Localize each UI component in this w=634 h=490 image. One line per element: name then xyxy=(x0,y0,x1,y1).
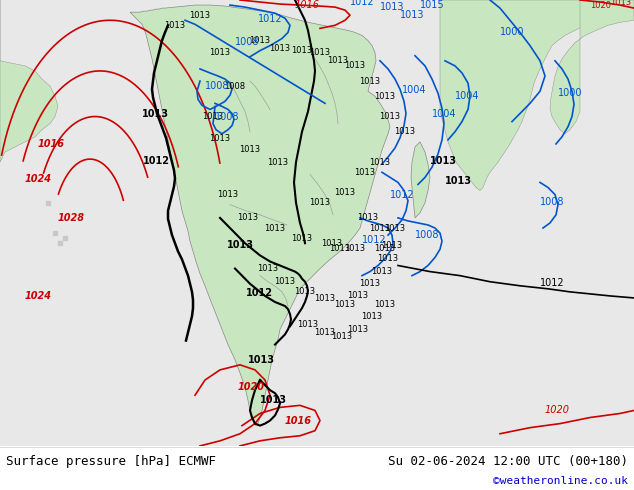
Text: 1013: 1013 xyxy=(292,46,313,55)
Text: 1013: 1013 xyxy=(382,241,403,250)
Text: 1013: 1013 xyxy=(344,61,366,71)
Text: Surface pressure [hPa] ECMWF: Surface pressure [hPa] ECMWF xyxy=(6,455,216,468)
Text: 1028: 1028 xyxy=(58,213,85,223)
Text: 1013: 1013 xyxy=(347,292,368,300)
Text: 1013: 1013 xyxy=(445,176,472,186)
Text: 1013: 1013 xyxy=(375,244,396,253)
Text: 1013: 1013 xyxy=(190,11,210,20)
Text: 1013: 1013 xyxy=(358,213,378,222)
Text: 1008: 1008 xyxy=(540,196,564,207)
Text: 1013: 1013 xyxy=(354,168,375,177)
Text: 1013: 1013 xyxy=(335,188,356,197)
Text: 1013: 1013 xyxy=(209,48,231,57)
Text: 1013: 1013 xyxy=(370,223,391,233)
Text: 1013: 1013 xyxy=(347,325,368,334)
Text: 1015: 1015 xyxy=(420,0,444,10)
Text: 1012: 1012 xyxy=(246,288,273,298)
Text: 1013: 1013 xyxy=(314,328,335,337)
Text: 1013: 1013 xyxy=(379,112,401,121)
Text: 1008: 1008 xyxy=(235,37,259,47)
Text: 1013: 1013 xyxy=(384,223,406,233)
Text: 1013: 1013 xyxy=(240,146,261,154)
Text: 1020: 1020 xyxy=(545,405,570,416)
Text: 1016: 1016 xyxy=(38,139,65,149)
Text: 1013: 1013 xyxy=(372,267,392,276)
Text: 1012: 1012 xyxy=(258,14,283,24)
Text: 1013: 1013 xyxy=(264,223,285,233)
Text: 1013: 1013 xyxy=(217,190,238,199)
Text: 1004: 1004 xyxy=(455,91,479,101)
Text: 1016: 1016 xyxy=(295,0,320,10)
Text: 1013: 1013 xyxy=(292,234,313,243)
Text: 1020: 1020 xyxy=(590,1,611,10)
Text: 1013: 1013 xyxy=(377,254,399,263)
Text: 1013: 1013 xyxy=(309,48,330,57)
Text: 1008: 1008 xyxy=(224,82,245,91)
Text: 1013: 1013 xyxy=(314,294,335,303)
Text: 1012: 1012 xyxy=(540,278,565,288)
Polygon shape xyxy=(440,0,634,191)
Text: 1012: 1012 xyxy=(390,190,415,199)
Text: 1013: 1013 xyxy=(610,0,631,7)
Text: 1004: 1004 xyxy=(432,109,456,119)
Text: 1013: 1013 xyxy=(294,287,316,296)
Text: 1013: 1013 xyxy=(202,112,224,121)
Text: 1013: 1013 xyxy=(370,158,391,167)
Text: 1008: 1008 xyxy=(205,81,230,91)
Text: 1013: 1013 xyxy=(430,156,457,166)
Text: 1013: 1013 xyxy=(344,244,366,253)
Text: 1008: 1008 xyxy=(415,230,439,240)
Polygon shape xyxy=(411,142,430,218)
Text: 1013: 1013 xyxy=(309,198,330,207)
Polygon shape xyxy=(0,0,58,162)
Text: 1013: 1013 xyxy=(330,244,351,253)
Polygon shape xyxy=(130,5,390,426)
Text: 1013: 1013 xyxy=(400,10,425,20)
Text: ©weatheronline.co.uk: ©weatheronline.co.uk xyxy=(493,476,628,486)
Text: 1016: 1016 xyxy=(285,416,312,426)
Text: 1024: 1024 xyxy=(25,174,52,184)
Text: 1013: 1013 xyxy=(375,92,396,101)
Text: 1013: 1013 xyxy=(380,2,404,12)
Text: 1013: 1013 xyxy=(209,134,231,144)
Text: 1012: 1012 xyxy=(362,235,387,245)
Text: 1013: 1013 xyxy=(227,240,254,250)
Text: 1013: 1013 xyxy=(268,158,288,167)
Text: 1013: 1013 xyxy=(257,264,278,273)
Text: 1013: 1013 xyxy=(142,109,169,119)
Text: 1013: 1013 xyxy=(327,56,349,65)
Text: 1013: 1013 xyxy=(359,76,380,86)
Text: 1013: 1013 xyxy=(375,299,396,309)
Text: 1013: 1013 xyxy=(269,44,290,53)
Text: 1000: 1000 xyxy=(558,88,583,98)
Text: 1013: 1013 xyxy=(275,277,295,286)
Text: 1012: 1012 xyxy=(350,0,375,7)
Text: 1013: 1013 xyxy=(361,312,382,320)
Text: 1013: 1013 xyxy=(332,332,353,341)
Text: Su 02-06-2024 12:00 UTC (00+180): Su 02-06-2024 12:00 UTC (00+180) xyxy=(387,455,628,468)
Text: 1013: 1013 xyxy=(321,239,342,248)
Text: 1013: 1013 xyxy=(359,279,380,288)
Polygon shape xyxy=(550,0,634,134)
Text: 1013: 1013 xyxy=(238,213,259,222)
Text: 1000: 1000 xyxy=(500,27,524,37)
Text: 1024: 1024 xyxy=(25,291,52,301)
Text: 1012: 1012 xyxy=(143,156,170,166)
Text: 1013: 1013 xyxy=(260,395,287,405)
Text: 1020: 1020 xyxy=(238,382,265,392)
Text: 1013: 1013 xyxy=(248,355,275,365)
Text: 1008: 1008 xyxy=(215,112,240,122)
Text: 1013: 1013 xyxy=(249,36,271,45)
Text: 1013: 1013 xyxy=(394,127,415,136)
Text: 1013: 1013 xyxy=(297,320,318,329)
Text: 1013: 1013 xyxy=(335,299,356,309)
Text: 1004: 1004 xyxy=(402,85,427,95)
Text: 1013: 1013 xyxy=(164,21,186,30)
